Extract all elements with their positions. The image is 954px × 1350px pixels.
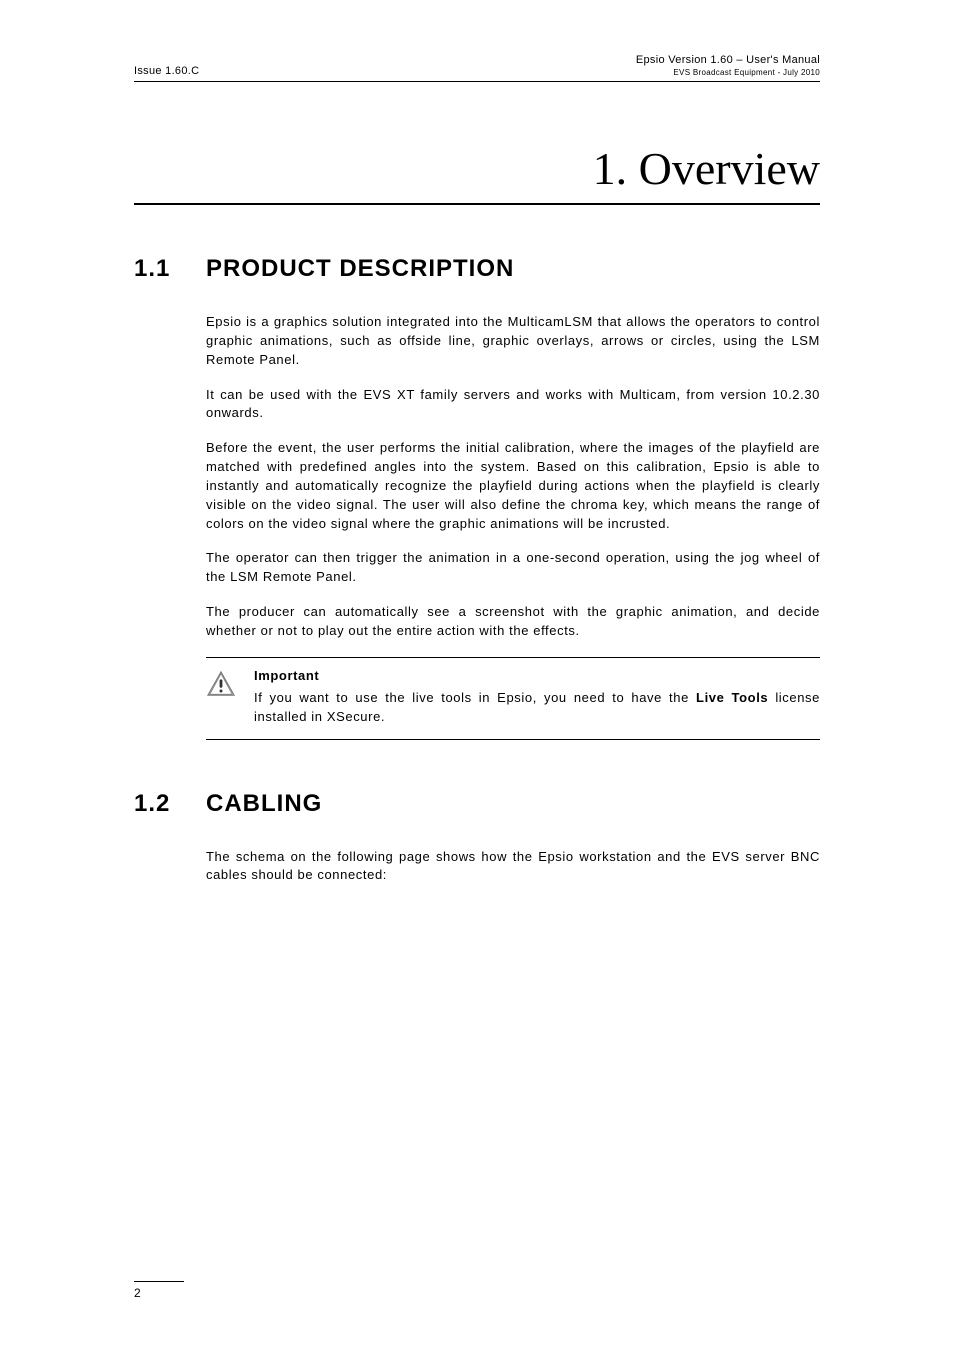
paragraph: The operator can then trigger the animat…	[206, 549, 820, 587]
page-number: 2	[134, 1281, 184, 1300]
paragraph: The producer can automatically see a scr…	[206, 603, 820, 641]
section-title: PRODUCT DESCRIPTION	[206, 255, 514, 283]
header-right: Epsio Version 1.60 – User's Manual EVS B…	[636, 54, 820, 77]
section-title: CABLING	[206, 790, 322, 818]
document-page: Issue 1.60.C Epsio Version 1.60 – User's…	[0, 0, 954, 1350]
paragraph: The schema on the following page shows h…	[206, 848, 820, 886]
section-heading-1-2: 1.2 CABLING	[134, 790, 820, 818]
warning-icon	[206, 670, 236, 698]
important-title: Important	[254, 668, 820, 683]
section-number: 1.2	[134, 790, 206, 818]
important-callout: Important If you want to use the live to…	[206, 657, 820, 740]
header-product-title: Epsio Version 1.60 – User's Manual	[636, 54, 820, 66]
header-company-date: EVS Broadcast Equipment - July 2010	[636, 68, 820, 77]
important-content: Important If you want to use the live to…	[254, 668, 820, 727]
important-text-bold: Live Tools	[696, 690, 768, 705]
important-text: If you want to use the live tools in Eps…	[254, 689, 820, 727]
section-number: 1.1	[134, 255, 206, 283]
paragraph: Epsio is a graphics solution integrated …	[206, 313, 820, 370]
paragraph: Before the event, the user performs the …	[206, 439, 820, 533]
section-heading-1-1: 1.1 PRODUCT DESCRIPTION	[134, 255, 820, 283]
header-issue: Issue 1.60.C	[134, 65, 199, 77]
paragraph: It can be used with the EVS XT family se…	[206, 386, 820, 424]
chapter-title: 1. Overview	[134, 142, 820, 205]
page-header: Issue 1.60.C Epsio Version 1.60 – User's…	[134, 54, 820, 82]
important-text-before: If you want to use the live tools in Eps…	[254, 690, 696, 705]
